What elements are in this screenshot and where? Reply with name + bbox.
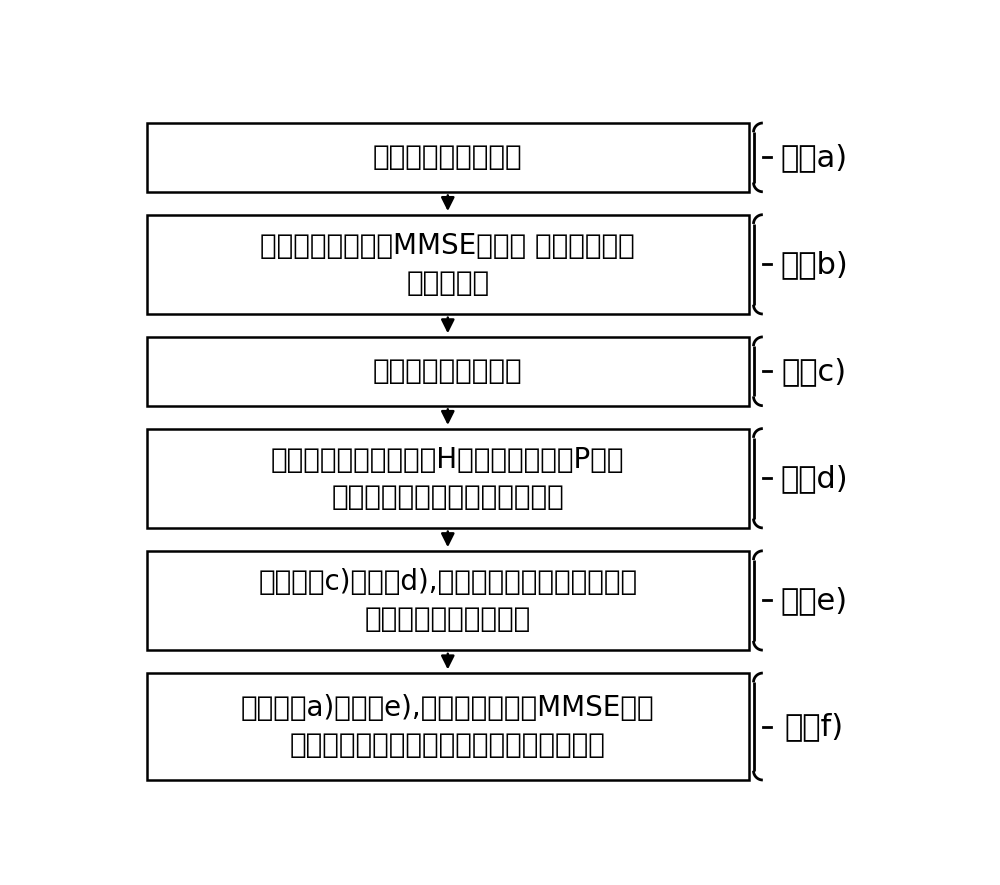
Bar: [147, 215, 749, 314]
Bar: [147, 428, 749, 528]
Text: 步骤c): 步骤c): [781, 357, 847, 386]
Text: 计算出数字接收机；: 计算出数字接收机；: [373, 143, 523, 172]
Bar: [147, 337, 749, 405]
Text: 步骤f): 步骤f): [784, 712, 844, 741]
Text: 步骤a): 步骤a): [780, 142, 848, 172]
Text: 步骤e): 步骤e): [780, 586, 848, 615]
Text: 判断数字预编码器与其H转置矩阵的迹与P的大
小，更新第一阈值或第二阈值；: 判断数字预编码器与其H转置矩阵的迹与P的大 小，更新第一阈值或第二阈值；: [271, 446, 625, 511]
Text: 更新数字预编码器；: 更新数字预编码器；: [373, 358, 523, 385]
Text: 步骤d): 步骤d): [780, 464, 848, 493]
Bar: [147, 673, 749, 780]
Text: 重复步骤a)～步骤e),直至接收信号的MMSE矩阵
与其对应的逆矩阵的迹小于第二迭代阈值；: 重复步骤a)～步骤e),直至接收信号的MMSE矩阵 与其对应的逆矩阵的迹小于第二…: [241, 694, 655, 759]
Text: 计算出接收信号的MMSE矩阵， 并更新其对应
的逆矩阵；: 计算出接收信号的MMSE矩阵， 并更新其对应 的逆矩阵；: [260, 232, 635, 296]
Bar: [147, 550, 749, 650]
Text: 重复步骤c)～步骤d),直至第一阈值与第二阈值的
差小于第一迭代阈值；: 重复步骤c)～步骤d),直至第一阈值与第二阈值的 差小于第一迭代阈值；: [258, 568, 637, 633]
Bar: [147, 123, 749, 192]
Text: 步骤b): 步骤b): [780, 250, 848, 279]
